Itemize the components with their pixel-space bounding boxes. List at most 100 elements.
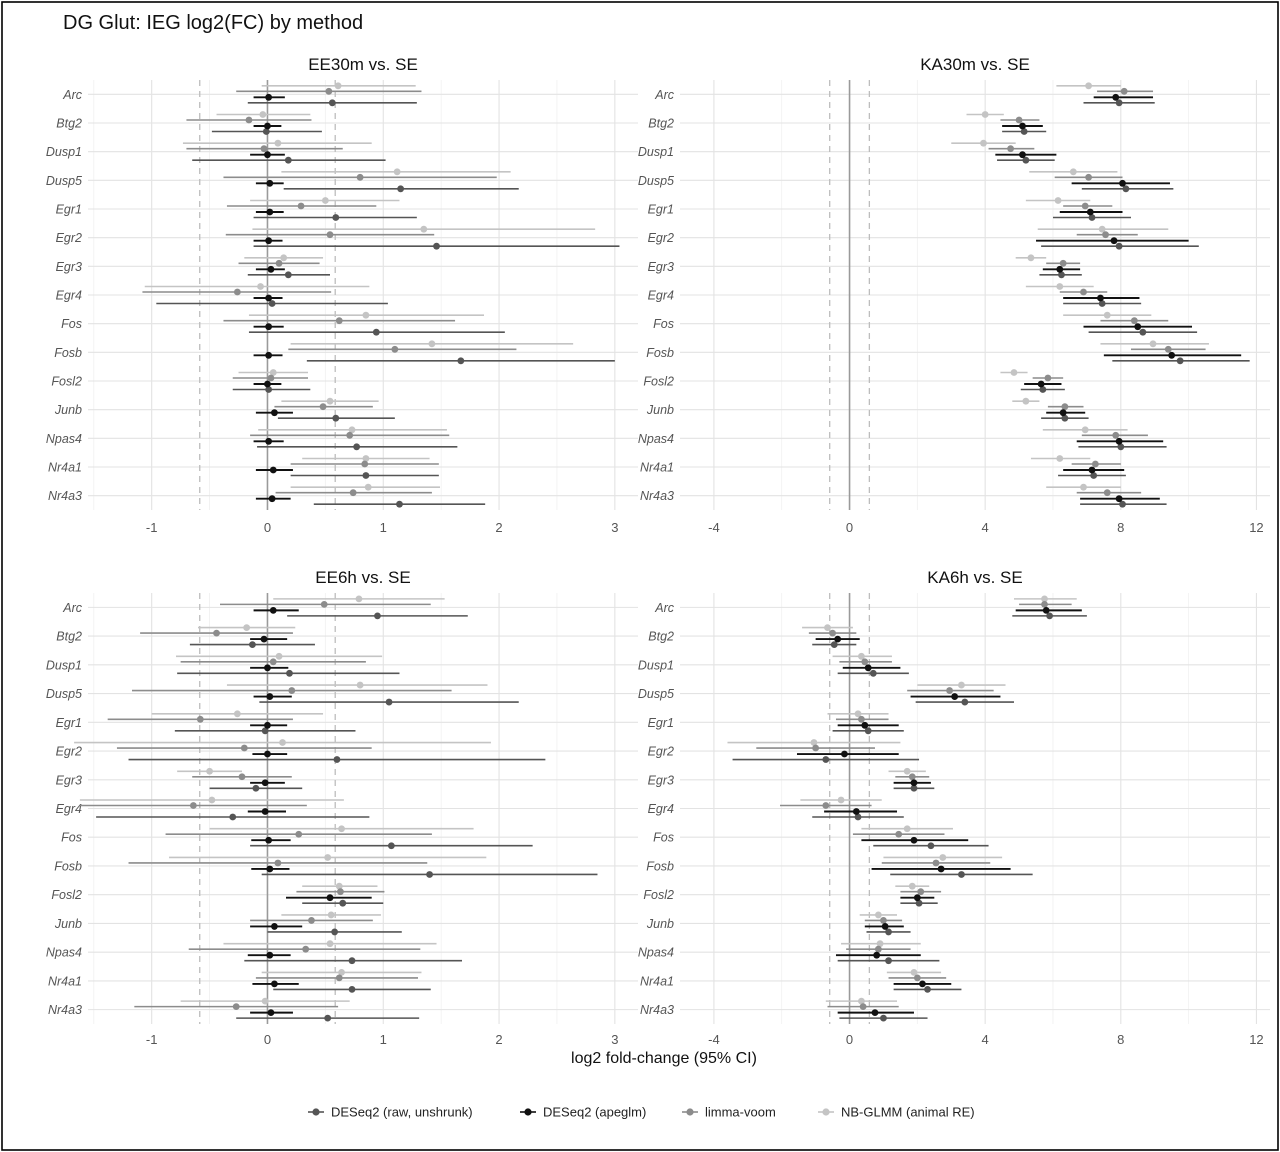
gene-label-fosl2: Fosl2 [643,375,674,389]
gene-label-arc: Arc [654,601,675,615]
estimate-point-arc [1042,606,1050,614]
estimate-point-btg2 [249,641,256,648]
estimate-point-fos [387,842,395,850]
estimate-point-dusp5 [1085,173,1092,181]
estimate-point-dusp5 [356,681,364,689]
gene-label-btg2: Btg2 [56,630,82,644]
estimate-point-fos [295,830,303,838]
estimate-point-dusp5 [951,693,959,700]
gene-label-egr1: Egr1 [56,203,82,217]
figure-title: DG Glut: IEG log2(FC) by method [63,12,363,34]
estimate-point-egr1 [854,710,862,718]
estimate-point-egr4 [837,796,845,804]
estimate-point-fos [910,836,918,844]
gene-label-nr4a1: Nr4a1 [48,974,82,988]
x-tick-label: 8 [1117,1032,1124,1047]
gene-label-nr4a3: Nr4a3 [48,489,82,503]
estimate-point-junb [271,409,278,417]
estimate-point-nr4a1 [924,986,931,993]
estimate-point-arc [1120,87,1128,95]
legend-label: DESeq2 (raw, unshrunk) [331,1105,473,1120]
gene-label-btg2: Btg2 [56,117,82,131]
panel-title: KA6h vs. SE [927,568,1022,587]
gene-label-junb: Junb [54,403,82,417]
legend-label: DESeq2 (apeglm) [543,1105,646,1120]
estimate-point-nr4a3 [880,1014,887,1022]
x-tick-label: 8 [1117,520,1124,535]
x-tick-label: 0 [264,1032,271,1047]
estimate-point-arc [1041,595,1048,603]
estimate-point-btg2 [981,111,989,118]
estimate-point-arc [374,612,381,620]
estimate-point-nr4a1 [335,974,343,982]
gene-label-npas4: Npas4 [46,432,82,446]
estimate-point-egr2 [1098,225,1106,233]
estimate-point-egr1 [261,727,269,735]
estimate-point-btg2 [259,111,267,118]
estimate-point-nr4a3 [1080,483,1087,491]
estimate-point-egr2 [240,744,248,752]
estimate-point-fos [338,825,345,833]
series-deseq2-apeglm [250,93,293,503]
legend-label: NB-GLMM (animal RE) [841,1105,975,1120]
estimate-point-arc [320,600,328,608]
x-tick-label: -1 [146,1032,158,1047]
gene-label-junb: Junb [646,917,674,931]
estimate-point-egr2 [841,750,848,758]
x-tick-label: 4 [982,1032,989,1047]
panel-title: KA30m vs. SE [920,55,1030,74]
estimate-point-egr2 [1102,231,1109,239]
estimate-point-egr4 [852,808,860,815]
estimate-point-egr3 [280,254,288,262]
estimate-point-fosl2 [265,386,273,393]
estimate-point-npas4 [876,940,884,948]
estimate-point-npas4 [1115,437,1123,445]
estimate-point-egr4 [229,813,237,821]
series-limma-voom [142,87,517,497]
estimate-point-junb [1061,403,1069,411]
estimate-point-npas4 [326,940,334,948]
gene-label-egr1: Egr1 [648,203,674,217]
estimate-point-egr1 [1081,202,1089,210]
x-tick-label: -4 [708,1032,720,1047]
estimate-point-fosb [1176,357,1184,365]
estimate-point-npas4 [266,951,274,959]
x-tick-label: 0 [264,520,271,535]
estimate-point-egr3 [1027,254,1035,262]
estimate-point-nr4a1 [269,466,277,474]
gene-label-egr4: Egr4 [56,802,82,816]
estimate-point-fosb [274,859,282,867]
estimate-point-dusp5 [946,687,953,694]
estimate-point-junb [326,397,334,405]
legend-key-point [312,1108,320,1116]
estimate-point-fosb [932,859,940,867]
estimate-point-npas4 [353,443,361,451]
estimate-point-junb [271,923,278,930]
gene-label-dusp5: Dusp5 [638,687,674,701]
estimate-point-fosb [1168,351,1176,359]
estimate-point-egr3 [238,773,246,781]
estimate-point-egr2 [265,237,273,245]
gene-label-fosl2: Fosl2 [643,888,674,902]
estimate-point-egr2 [264,750,271,758]
estimate-point-egr3 [903,767,911,775]
estimate-point-fosb [428,340,436,348]
estimate-point-dusp1 [274,139,282,147]
gene-label-arc: Arc [62,601,83,615]
estimate-point-egr4 [854,813,862,821]
estimate-point-fosb [426,871,433,878]
legend-label: limma-voom [705,1105,776,1120]
estimate-point-fos [927,842,935,850]
estimate-point-dusp1 [858,652,865,660]
estimate-point-nr4a3 [349,489,357,497]
legend-item-deseq2-raw-unshrunk: DESeq2 (raw, unshrunk) [308,1105,473,1120]
estimate-point-dusp5 [356,173,364,181]
estimate-point-btg2 [834,635,842,643]
estimate-point-egr3 [261,779,269,787]
x-tick-label: 3 [611,520,618,535]
gene-label-fosb: Fosb [646,859,674,873]
x-tick-label: 0 [846,1032,853,1047]
gene-label-fos: Fos [653,317,674,331]
estimate-point-btg2 [1015,116,1023,124]
estimate-point-arc [355,595,363,603]
